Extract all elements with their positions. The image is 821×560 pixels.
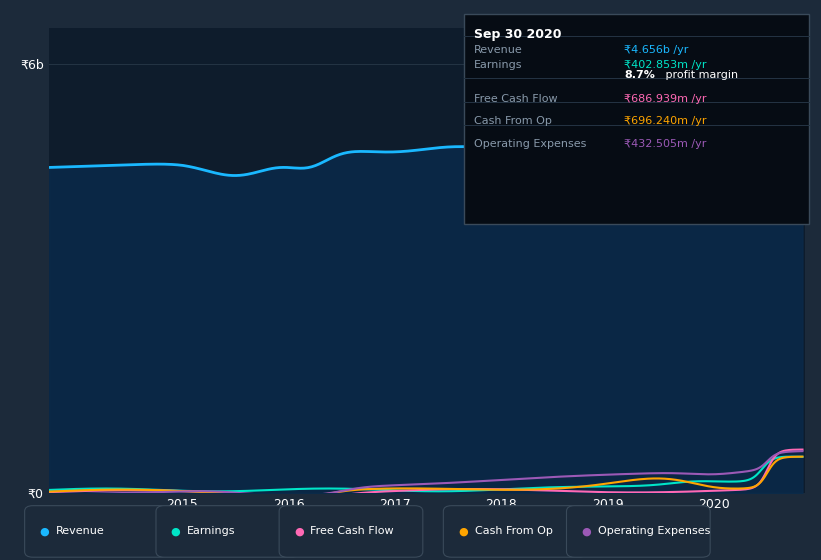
Text: ₹686.939m /yr: ₹686.939m /yr xyxy=(624,94,706,104)
Text: Free Cash Flow: Free Cash Flow xyxy=(474,94,557,104)
Text: Operating Expenses: Operating Expenses xyxy=(598,526,710,536)
Text: Revenue: Revenue xyxy=(56,526,104,536)
Text: profit margin: profit margin xyxy=(662,70,738,80)
Text: Free Cash Flow: Free Cash Flow xyxy=(310,526,394,536)
Text: Revenue: Revenue xyxy=(474,45,522,55)
Text: Cash From Op: Cash From Op xyxy=(474,116,552,127)
Text: Cash From Op: Cash From Op xyxy=(475,526,553,536)
Text: Earnings: Earnings xyxy=(187,526,236,536)
Text: ●: ● xyxy=(294,526,304,536)
Text: ₹696.240m /yr: ₹696.240m /yr xyxy=(624,116,706,127)
Text: ●: ● xyxy=(171,526,181,536)
Text: 8.7%: 8.7% xyxy=(624,70,655,80)
Text: Operating Expenses: Operating Expenses xyxy=(474,139,586,150)
Text: ₹402.853m /yr: ₹402.853m /yr xyxy=(624,60,706,70)
Text: ₹4.656b /yr: ₹4.656b /yr xyxy=(624,45,688,55)
Text: ₹432.505m /yr: ₹432.505m /yr xyxy=(624,139,706,150)
Text: ●: ● xyxy=(581,526,591,536)
Text: ●: ● xyxy=(458,526,468,536)
Text: ●: ● xyxy=(39,526,49,536)
Text: Earnings: Earnings xyxy=(474,60,522,70)
Text: Sep 30 2020: Sep 30 2020 xyxy=(474,28,562,41)
